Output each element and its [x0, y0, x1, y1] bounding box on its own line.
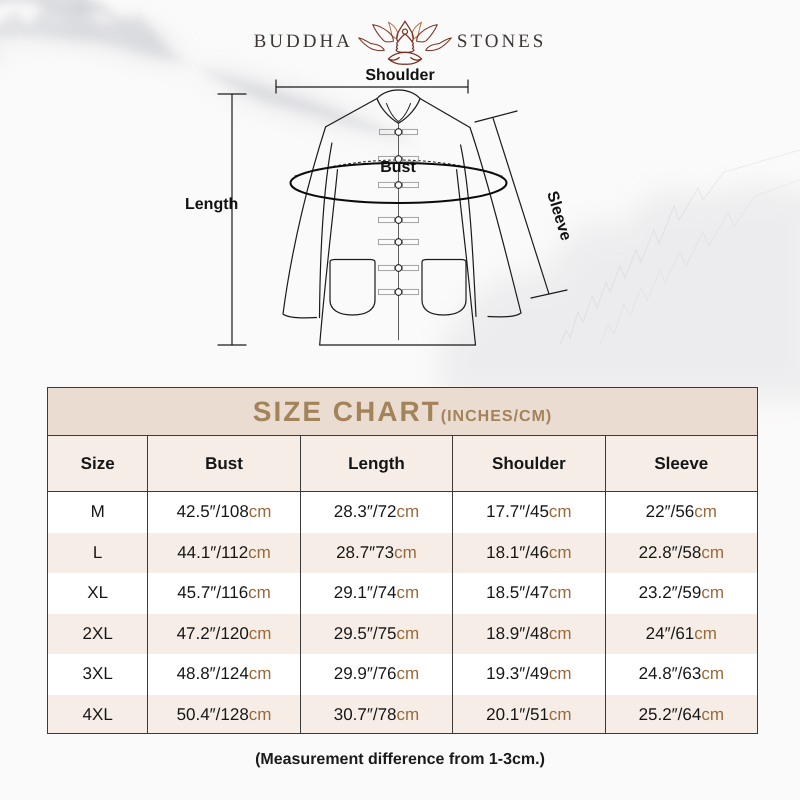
- svg-text:Sleeve: Sleeve: [543, 189, 574, 243]
